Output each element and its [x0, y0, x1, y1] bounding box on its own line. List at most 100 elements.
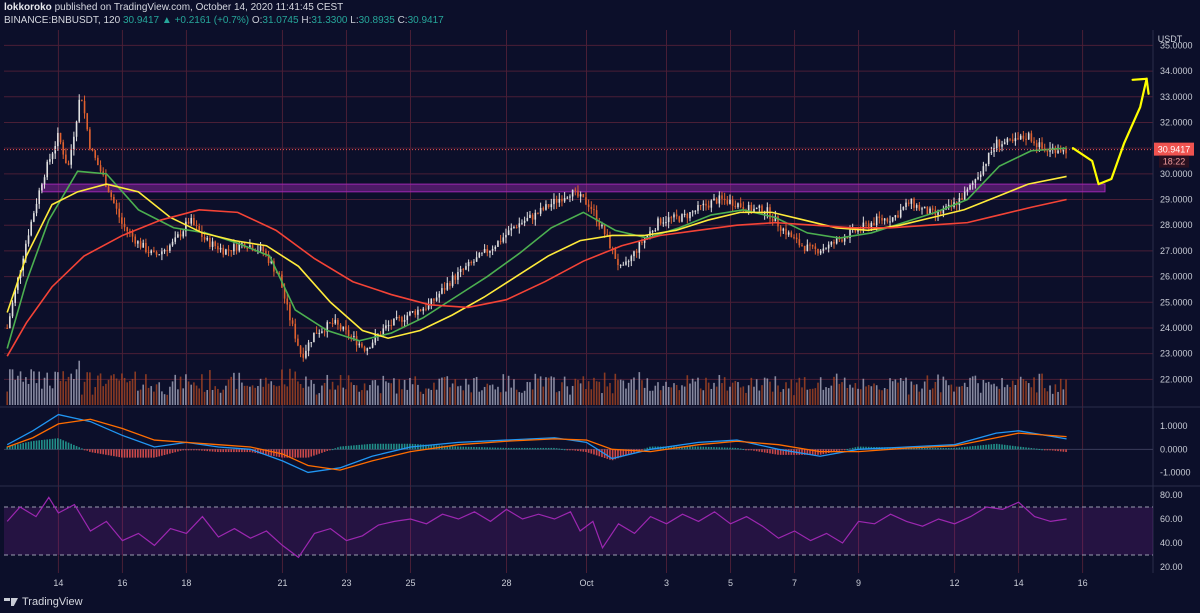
macd-histogram-bar [83, 449, 86, 451]
macd-histogram-bar [534, 447, 537, 450]
candle-body [891, 217, 894, 222]
volume-bar [315, 394, 318, 405]
volume-bar [819, 377, 822, 405]
volume-bar [465, 378, 467, 405]
time-tick-label: 12 [950, 578, 960, 588]
candle-body [731, 199, 734, 206]
macd-histogram-bar [579, 449, 582, 452]
macd-histogram-bar [241, 449, 243, 453]
author-name[interactable]: lokkoroko [4, 2, 52, 13]
macd-histogram-bar [614, 449, 617, 460]
volume-bar [505, 391, 507, 405]
candle-body [643, 238, 646, 243]
volume-bar [750, 377, 753, 405]
volume-bar [1035, 392, 1038, 405]
volume-bar [755, 379, 758, 405]
macd-histogram-bar [289, 449, 291, 458]
macd-histogram-bar [470, 446, 473, 450]
volume-bar [491, 384, 494, 405]
candle-body [1027, 133, 1030, 140]
volume-bar [241, 382, 243, 405]
volume-bar [779, 391, 782, 405]
macd-histogram-bar [977, 445, 979, 450]
macd-histogram-bar [750, 449, 753, 451]
candle-body [62, 142, 65, 155]
volume-bar [670, 387, 673, 405]
volume-bar [211, 389, 214, 405]
macd-histogram-bar [22, 443, 25, 450]
time-tick-label: 21 [277, 578, 287, 588]
symbol-label[interactable]: BINANCE:BNBUSDT, 120 [4, 15, 121, 26]
macd-histogram-bar [1025, 447, 1027, 450]
macd-histogram-bar [65, 441, 67, 450]
publish-info: lokkoroko published on TradingView.com, … [4, 2, 343, 13]
candle-body [699, 205, 702, 207]
projection-drawing[interactable] [1071, 77, 1150, 186]
volume-bar [174, 374, 177, 405]
candle-body [603, 224, 606, 235]
volume-bar [1043, 388, 1046, 405]
candles [6, 94, 1067, 362]
volume-bar [889, 378, 891, 405]
candle-body [238, 243, 241, 251]
volume-bar [126, 382, 129, 405]
volume-bar [395, 393, 398, 405]
macd-histogram-bar [574, 449, 577, 451]
candle-body [385, 325, 387, 329]
macd-histogram-bar [798, 449, 801, 455]
volume-bar [57, 372, 59, 405]
volume-bar [835, 373, 838, 405]
macd-histogram-bar [953, 447, 955, 450]
candle-body [694, 210, 697, 212]
macd-histogram-bar [1057, 449, 1059, 452]
volume-bar [62, 371, 65, 405]
up-arrow-icon: ▲ [161, 15, 172, 26]
volume-bar [966, 387, 969, 405]
volume-bar [950, 384, 953, 405]
candle-body [529, 214, 531, 218]
candle-body [505, 234, 507, 238]
macd-histogram-bar [721, 447, 723, 450]
macd-histogram-bar [89, 449, 91, 452]
candle-body [177, 234, 179, 238]
macd-histogram-bar [347, 445, 350, 450]
volume-bar [710, 388, 713, 405]
candle-body [822, 248, 825, 251]
macd-histogram-bar [465, 446, 467, 450]
macd-histogram-bar [1062, 449, 1065, 452]
macd-histogram-bar [787, 449, 790, 455]
volume-bar [339, 374, 342, 405]
volume-bar [78, 360, 81, 405]
candle-body [185, 221, 187, 232]
macd-histogram-bar [691, 446, 694, 450]
candle-body [209, 237, 211, 247]
volume-bar [705, 377, 707, 405]
candle-body [265, 251, 267, 255]
tradingview-brand[interactable]: TradingView [4, 596, 83, 608]
macd-histogram-bar [723, 447, 726, 450]
candle-body [641, 241, 643, 243]
candle-body [425, 308, 427, 310]
volume-bar [654, 385, 657, 405]
macd-histogram-bar [105, 449, 107, 455]
time-axis[interactable]: 14 16 18 21 23 25 28 Oct 3 5 7 9 12 14 16 [53, 578, 1087, 588]
candle-body [294, 323, 297, 339]
volume-bar [358, 391, 361, 405]
volume-bar [598, 381, 601, 405]
low-value: 30.8935 [358, 15, 395, 26]
price-axis[interactable]: USDT35.000034.000033.000032.000031.00003… [1154, 34, 1194, 572]
volume-bar [33, 371, 35, 405]
volume-bar [513, 379, 515, 405]
volume-bar [742, 386, 745, 405]
candle-body [1030, 133, 1033, 142]
candle-body [929, 208, 931, 214]
macd-histogram-bar [646, 447, 649, 450]
macd-histogram-bar [433, 445, 435, 450]
volume-bar [609, 382, 611, 405]
volume-bar [414, 376, 417, 405]
candle-body [318, 332, 321, 334]
macd-histogram-bar [206, 449, 209, 452]
volume-bar [35, 383, 38, 405]
volume-bar [931, 388, 934, 405]
